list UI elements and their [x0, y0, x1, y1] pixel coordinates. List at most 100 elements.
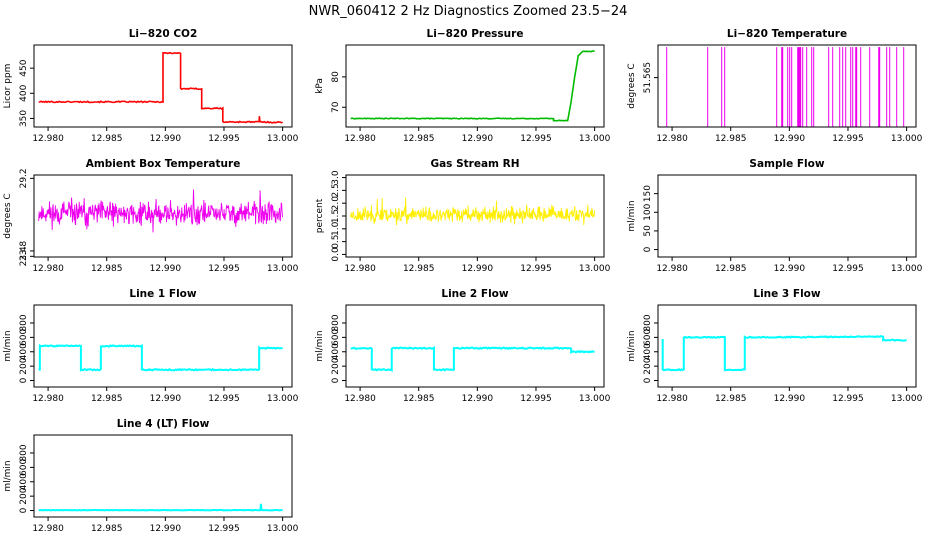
x-tick-label: 12.990 [150, 394, 182, 404]
chart-panel-1: Li−820 Pressure 12.980 12.985 12.990 12.995 1… [315, 28, 611, 144]
chart-title: Line 2 Flow [441, 288, 508, 300]
y-tick-label: 23.8 [19, 241, 29, 261]
y-tick-label: 51.565 [643, 62, 653, 94]
plot-frame [33, 44, 293, 128]
y-tick-label: 800 [643, 314, 653, 331]
x-tick-label: 12.985 [403, 394, 435, 404]
y-tick-label: 200 [331, 357, 341, 374]
x-tick-label: 12.985 [403, 134, 435, 144]
series-line [350, 50, 595, 122]
plot-frame [33, 304, 293, 388]
y-tick-label: 0 [331, 377, 341, 383]
chart-panel-5: Sample Flow 12.980 12.985 12.990 12.995 13.00… [627, 158, 923, 274]
y-tick-label: 1.5 [331, 209, 341, 223]
x-tick-label: 12.990 [774, 394, 806, 404]
x-tick-label: 12.990 [462, 264, 494, 274]
plot-area [666, 47, 905, 127]
y-tick-label: 800 [19, 444, 29, 461]
x-tick-label: 12.995 [208, 134, 240, 144]
chart-panel-8: Line 3 Flow 12.980 12.985 12.990 12.995 13.00… [627, 288, 923, 404]
x-tick-label: 12.980 [344, 394, 376, 404]
x-tick-label: 12.980 [656, 264, 688, 274]
y-tick-label: 0 [643, 377, 653, 383]
y-tick-label: 200 [19, 487, 29, 504]
plot-area [350, 50, 595, 122]
series-line [350, 345, 595, 372]
y-axis-label: percent [315, 198, 325, 233]
y-tick-label: 200 [19, 357, 29, 374]
y-tick-label: 0 [19, 507, 29, 513]
series-line [38, 503, 283, 512]
y-axis-label: ml/min [627, 330, 637, 361]
x-tick-label: 12.990 [150, 134, 182, 144]
x-tick-label: 12.990 [462, 394, 494, 404]
x-tick-label: 13.000 [891, 264, 923, 274]
x-tick-label: 12.995 [520, 134, 552, 144]
chart-panel-0: Li−820 CO2 12.980 12.985 12.990 12.995 13.000… [3, 28, 299, 144]
x-tick-label: 13.000 [579, 394, 611, 404]
x-tick-label: 12.990 [774, 264, 806, 274]
plot-frame [33, 174, 293, 258]
x-tick-label: 12.985 [91, 264, 123, 274]
x-tick-label: 13.000 [579, 134, 611, 144]
plot-frame [657, 304, 917, 388]
y-axis-label: ml/min [315, 330, 325, 361]
y-tick-label: 350 [19, 110, 29, 127]
plot-frame [33, 434, 293, 518]
x-tick-label: 13.000 [891, 394, 923, 404]
y-axis-label: degrees C [3, 193, 13, 238]
series-line [38, 343, 283, 372]
x-tick-label: 12.985 [715, 134, 747, 144]
plot-area [38, 343, 283, 372]
x-tick-label: 12.985 [715, 394, 747, 404]
y-axis-label: ml/min [3, 330, 13, 361]
series-line [661, 335, 907, 372]
y-tick-label: 0.0 [331, 247, 341, 262]
x-tick-label: 13.000 [891, 134, 923, 144]
y-tick-label: 400 [19, 343, 29, 360]
x-tick-label: 12.980 [32, 394, 64, 404]
plot-area [38, 503, 283, 512]
x-tick-label: 12.990 [150, 524, 182, 534]
x-tick-label: 13.000 [579, 264, 611, 274]
y-tick-label: 600 [643, 329, 653, 346]
y-tick-label: 0 [19, 377, 29, 383]
chart-panel-3: Ambient Box Temperature 12.980 12.985 12.99… [3, 158, 299, 274]
y-tick-label: 0.5 [331, 234, 341, 248]
plot-area [661, 335, 907, 372]
chart-panel-4: Gas Stream RH 12.980 12.985 12.990 12.995 13.… [315, 158, 611, 274]
chart-title: Sample Flow [749, 158, 824, 170]
y-tick-label: 200 [643, 357, 653, 374]
x-tick-label: 12.995 [208, 524, 240, 534]
y-axis-label: ml/min [627, 200, 637, 231]
x-tick-label: 12.980 [344, 134, 376, 144]
x-tick-label: 12.985 [403, 264, 435, 274]
y-tick-label: 3.0 [331, 170, 341, 185]
chart-panel-6: Line 1 Flow 12.980 12.985 12.990 12.995 13.00… [3, 288, 299, 404]
chart-title: Li−820 Pressure [427, 28, 524, 40]
x-tick-label: 12.995 [208, 394, 240, 404]
chart-panel-9: Line 4 (LT) Flow 12.980 12.985 12.990 12.995… [3, 418, 299, 534]
x-tick-label: 12.985 [91, 394, 123, 404]
chart-title: Line 1 Flow [129, 288, 196, 300]
y-axis-label: degrees C [627, 63, 637, 108]
x-tick-label: 12.990 [150, 264, 182, 274]
chart-title: Gas Stream RH [430, 158, 519, 170]
x-tick-label: 12.980 [32, 264, 64, 274]
plot-frame [657, 44, 917, 128]
figure-title: NWR_060412 2 Hz Diagnostics Zoomed 23.5−… [309, 4, 628, 19]
x-tick-label: 12.980 [656, 134, 688, 144]
x-tick-label: 12.985 [91, 134, 123, 144]
x-tick-label: 12.990 [462, 134, 494, 144]
plot-area [38, 189, 284, 233]
x-tick-label: 12.995 [832, 264, 864, 274]
x-tick-label: 12.995 [832, 394, 864, 404]
y-tick-label: 400 [19, 473, 29, 490]
x-tick-label: 12.995 [832, 134, 864, 144]
y-tick-label: 0 [643, 246, 653, 252]
x-tick-label: 13.000 [267, 264, 299, 274]
y-tick-label: 800 [19, 314, 29, 331]
chart-title: Ambient Box Temperature [86, 158, 241, 170]
y-tick-label: 80 [331, 71, 341, 83]
